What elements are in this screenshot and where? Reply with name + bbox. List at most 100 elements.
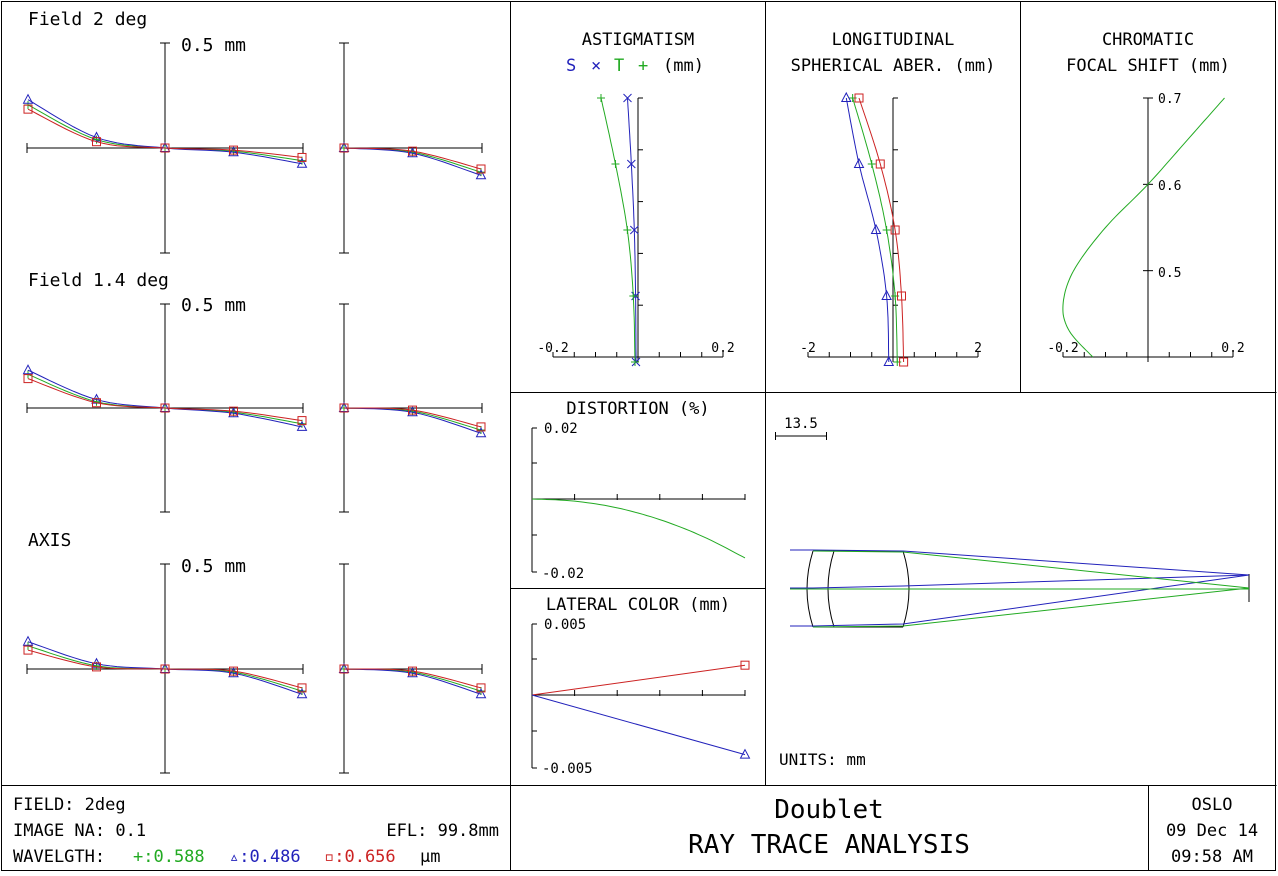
astig-sagittal-marker — [626, 159, 636, 169]
long-curve-blue — [845, 97, 890, 363]
rays-green — [790, 550, 1250, 628]
footer-wl-blue: ▵:0.486 — [229, 847, 301, 867]
dist-curve — [531, 498, 746, 559]
astig-tick-right: 0.2 — [711, 341, 734, 356]
tan-marker-blue — [22, 364, 34, 375]
tan-marker-red — [229, 406, 238, 416]
footer-efl: EFL: 99.8mm — [386, 821, 499, 841]
long-marker-blue — [853, 157, 865, 168]
astig-legend-plus: + — [638, 56, 648, 76]
fan-label: Field 1.4 deg — [28, 270, 169, 291]
long-marker-red — [897, 291, 906, 301]
footer-date: 09 Dec 14 — [1166, 821, 1258, 841]
fan-scale-label: 0.5 mm — [181, 35, 246, 56]
sag-marker-red — [408, 405, 417, 415]
latc-red-line — [531, 664, 746, 696]
sag-marker-red — [339, 403, 349, 413]
sag-curve-blue — [343, 668, 482, 695]
chrom-title-2: FOCAL SHIFT (mm) — [1066, 56, 1230, 76]
dist-ybottom: -0.02 — [542, 566, 584, 582]
footer-subtitle: RAY TRACE ANALYSIS — [688, 830, 970, 860]
units-label: UNITS: mm — [779, 750, 866, 769]
tan-marker-blue — [296, 420, 308, 431]
sag-marker-blue — [475, 169, 487, 180]
sag-curve-red — [343, 407, 482, 428]
astig-sagittal-marker — [623, 93, 632, 103]
dist-ytop: 0.02 — [544, 421, 578, 437]
footer-field: FIELD: 2deg — [13, 795, 126, 815]
sag-marker-blue — [475, 688, 487, 699]
tan-marker-red — [229, 145, 238, 155]
sag-curve-red — [343, 147, 482, 170]
chrom-curve — [1062, 97, 1225, 358]
tan-marker-red — [92, 137, 101, 147]
tan-marker-blue — [296, 688, 308, 699]
tan-marker-red — [297, 416, 307, 426]
tan-marker-red — [92, 662, 101, 672]
astig-title: ASTIGMATISM — [582, 30, 695, 50]
astig-sagittal-marker — [629, 225, 639, 235]
long-title-2: SPHERICAL ABER. (mm) — [791, 56, 996, 76]
fan-label: Field 2 deg — [28, 9, 147, 30]
long-marker-red — [890, 225, 900, 235]
chrom-ytick-2: 0.5 — [1158, 266, 1181, 281]
tan-marker-red — [160, 664, 170, 674]
sag-curve-blue — [343, 407, 482, 434]
long-marker-red — [899, 357, 909, 367]
rays-blue — [790, 549, 1250, 627]
long-marker-red — [875, 159, 885, 169]
sag-marker-red — [476, 422, 486, 432]
dist-title: DISTORTION (%) — [566, 399, 709, 419]
ray-fan-axis: AXIS 0.5 mm — [22, 530, 487, 774]
sag-curve-red — [343, 668, 482, 689]
astig-legend-units: (mm) — [663, 56, 704, 76]
astig-legend-x: × — [591, 56, 601, 76]
tan-marker-blue — [91, 131, 102, 142]
long-marker-blue — [881, 289, 892, 300]
chrom-title-1: CHROMATIC — [1102, 30, 1194, 50]
astig-legend-s: S — [566, 56, 576, 76]
ray-fan-field-1-4deg: Field 1.4 deg 0.5 mm — [22, 270, 487, 513]
footer-time: 09:58 AM — [1171, 847, 1253, 867]
tan-curve-red — [27, 378, 303, 422]
footer-wl-red: ▫:0.656 — [324, 847, 396, 867]
sag-marker-blue — [407, 147, 418, 158]
latc-red-marker — [740, 660, 750, 670]
tan-marker-blue — [22, 93, 34, 104]
fan-scale-label: 0.5 mm — [181, 295, 246, 316]
sag-marker-blue — [475, 427, 487, 438]
tan-marker-red — [297, 152, 307, 162]
long-tick-right: 2 — [974, 341, 982, 356]
lens-layout-view: 13.5 UNITS: mm — [775, 416, 1250, 769]
tan-marker-red — [229, 666, 238, 676]
long-marker-blue — [870, 223, 882, 234]
distortion-chart: DISTORTION (%) 0.02 -0.02 — [531, 399, 746, 582]
tan-marker-red — [92, 398, 101, 408]
footer-title: Doublet — [774, 795, 884, 825]
sag-marker-red — [339, 664, 349, 674]
tan-marker-blue — [22, 635, 34, 646]
long-title-1: LONGITUDINAL — [832, 30, 955, 50]
sag-marker-blue — [407, 406, 418, 417]
astig-legend-t: T — [614, 56, 624, 76]
latc-ytop: 0.005 — [544, 617, 586, 633]
sag-marker-blue — [407, 667, 418, 678]
tan-marker-red — [23, 374, 33, 384]
sag-marker-red — [408, 146, 417, 156]
footer: FIELD: 2deg IMAGE NA: 0.1 EFL: 99.8mm WA… — [13, 795, 1258, 867]
fan-label: AXIS — [28, 530, 71, 551]
tan-marker-red — [23, 645, 33, 655]
chrom-tick-right: 0.2 — [1221, 341, 1244, 356]
tan-marker-blue — [228, 667, 239, 678]
chromatic-focal-shift-chart: CHROMATIC FOCAL SHIFT (mm) -0.2 0.2 0.7 … — [1047, 30, 1245, 362]
tan-marker-red — [160, 143, 170, 153]
long-curve-red — [858, 97, 905, 363]
tan-curve-red — [27, 649, 303, 689]
scale-bar-label: 13.5 — [784, 416, 818, 432]
latc-title: LATERAL COLOR (mm) — [546, 595, 730, 615]
long-marker-blue — [883, 355, 895, 366]
tan-marker-red — [23, 104, 33, 114]
